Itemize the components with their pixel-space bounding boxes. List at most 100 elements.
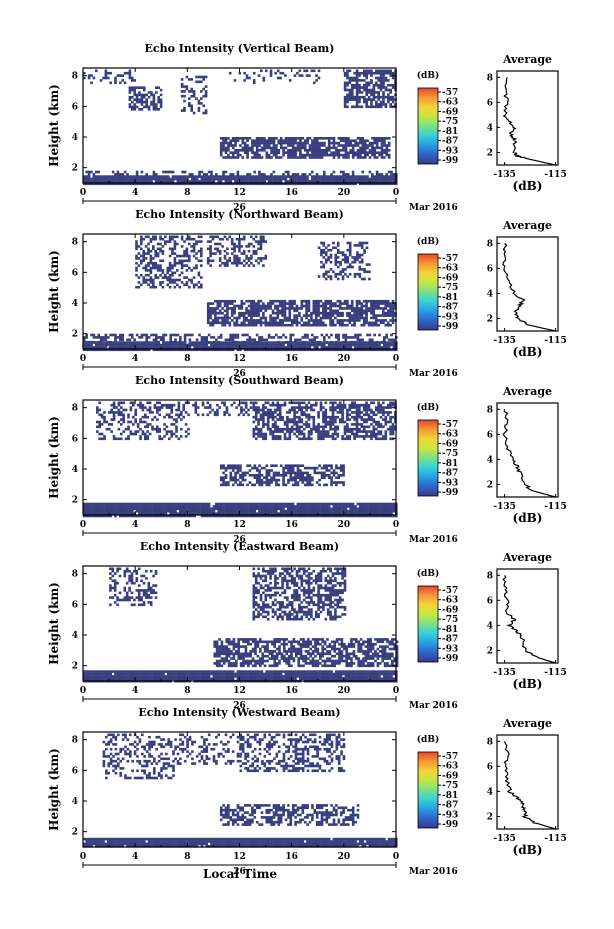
echo-cell xyxy=(351,512,355,515)
echo-cell xyxy=(353,95,356,99)
echo-cell xyxy=(274,71,278,75)
echo-cell xyxy=(168,261,172,265)
echo-cell xyxy=(332,151,336,154)
echo-cell xyxy=(188,182,192,186)
echo-cell xyxy=(231,340,235,344)
echo-cell xyxy=(147,177,151,181)
echo-cell xyxy=(323,483,326,487)
echo-cell xyxy=(191,333,194,337)
echo-cell xyxy=(332,180,336,183)
echo-cell xyxy=(363,241,366,245)
echo-cell xyxy=(272,153,276,157)
echo-cell xyxy=(260,338,264,342)
echo-cell xyxy=(365,319,368,322)
echo-cell xyxy=(353,406,356,409)
echo-cell xyxy=(119,505,122,508)
echo-cell xyxy=(219,512,223,515)
echo-cell xyxy=(362,309,366,313)
echo-cell xyxy=(264,69,268,73)
echo-cell xyxy=(284,483,288,487)
echo-cell xyxy=(251,348,254,352)
echo-cell xyxy=(140,343,144,347)
echo-cell xyxy=(138,91,141,94)
echo-cell xyxy=(258,156,261,159)
echo-cell xyxy=(271,299,275,303)
echo-cell xyxy=(114,333,117,337)
echo-cell xyxy=(198,173,201,176)
echo-cell xyxy=(205,348,208,352)
echo-cell xyxy=(325,466,329,470)
echo-cell xyxy=(171,252,174,255)
echo-cell xyxy=(175,425,178,429)
echo-cell xyxy=(154,285,157,289)
echo-cell xyxy=(367,323,371,327)
echo-cell xyxy=(339,507,343,511)
echo-cell xyxy=(166,276,169,279)
echo-cell xyxy=(239,474,242,477)
echo-cell xyxy=(107,348,110,352)
echo-cell xyxy=(385,336,388,339)
echo-cell xyxy=(335,340,338,344)
echo-cell xyxy=(348,321,352,325)
echo-cell xyxy=(380,151,384,154)
echo-cell xyxy=(174,340,177,344)
echo-cell xyxy=(119,173,122,176)
echo-cell xyxy=(111,175,115,178)
echo-cell xyxy=(138,182,141,186)
echo-cell xyxy=(337,509,340,513)
echo-cell xyxy=(330,502,333,506)
echo-cell xyxy=(284,502,288,506)
echo-cell xyxy=(361,182,364,186)
echo-cell xyxy=(251,149,254,152)
echo-cell xyxy=(264,316,268,320)
echo-cell xyxy=(392,177,396,181)
echo-cell xyxy=(235,304,239,308)
echo-cell xyxy=(346,71,349,75)
echo-cell xyxy=(182,406,185,409)
echo-cell xyxy=(354,505,357,508)
echo-cell xyxy=(119,336,122,339)
echo-cell xyxy=(246,153,249,157)
echo-cell xyxy=(184,411,188,414)
echo-cell xyxy=(392,505,396,508)
echo-cell xyxy=(104,512,108,515)
echo-cell xyxy=(152,170,156,174)
echo-cell xyxy=(252,401,256,405)
echo-cell xyxy=(164,341,168,344)
month-label: Mar 2016 xyxy=(409,203,458,213)
echo-cell xyxy=(322,263,326,266)
echo-cell xyxy=(344,260,347,264)
echo-cell xyxy=(263,348,266,352)
echo-cell xyxy=(95,341,98,344)
echo-cell xyxy=(298,321,301,325)
echo-cell xyxy=(169,512,172,515)
echo-cell xyxy=(87,180,91,183)
echo-cell xyxy=(277,336,280,339)
echo-cell xyxy=(342,175,345,178)
echo-cell xyxy=(301,348,304,352)
echo-cell xyxy=(158,427,161,431)
echo-cell xyxy=(382,74,385,77)
echo-cell xyxy=(133,108,136,111)
echo-cell xyxy=(271,316,275,320)
echo-cell xyxy=(214,307,217,310)
echo-cell xyxy=(163,427,166,431)
echo-cell xyxy=(356,141,360,145)
echo-cell xyxy=(325,149,329,152)
echo-cell xyxy=(109,175,112,178)
echo-cell xyxy=(188,514,192,518)
echo-cell xyxy=(363,277,366,281)
echo-cell xyxy=(85,333,88,337)
echo-cell xyxy=(306,471,309,475)
echo-cell xyxy=(291,173,295,176)
echo-cell xyxy=(269,321,272,325)
echo-cell xyxy=(278,321,282,325)
echo-cell xyxy=(368,348,372,352)
echo-cell xyxy=(387,156,391,159)
echo-cell xyxy=(354,346,357,349)
echo-cell xyxy=(191,173,194,176)
echo-cell xyxy=(132,432,135,436)
echo-cell xyxy=(138,343,141,347)
echo-cell xyxy=(195,512,199,515)
echo-cell xyxy=(289,466,293,470)
